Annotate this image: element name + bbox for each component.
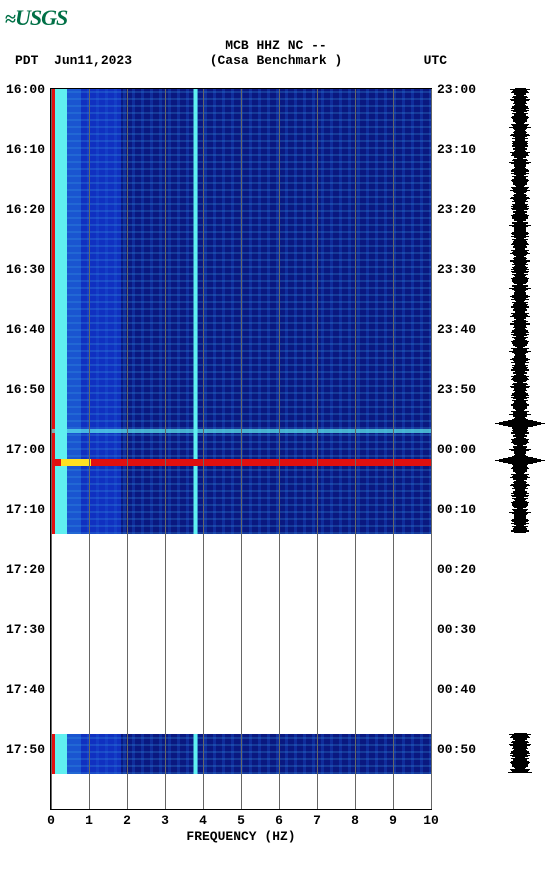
x-tick: 1 <box>85 813 93 828</box>
y-tick-right: 00:20 <box>437 562 476 577</box>
y-tick-left: 16:00 <box>6 82 45 97</box>
header-right-tz: UTC <box>424 53 447 68</box>
x-tick: 3 <box>161 813 169 828</box>
y-tick-right: 23:50 <box>437 382 476 397</box>
spectrogram-plot: 16:0016:1016:2016:3016:4016:5017:0017:10… <box>50 88 432 810</box>
logo-wave: ≈ <box>5 8 15 30</box>
waveform-trace <box>495 88 545 808</box>
y-tick-left: 17:10 <box>6 502 45 517</box>
y-tick-left: 17:30 <box>6 622 45 637</box>
x-tick: 7 <box>313 813 321 828</box>
usgs-logo: ≈USGS <box>5 5 67 31</box>
x-axis-label: FREQUENCY (HZ) <box>186 829 295 844</box>
y-tick-left: 16:30 <box>6 262 45 277</box>
x-tick: 6 <box>275 813 283 828</box>
x-tick: 4 <box>199 813 207 828</box>
x-tick: 10 <box>423 813 439 828</box>
y-tick-right: 00:40 <box>437 682 476 697</box>
y-tick-right: 23:40 <box>437 322 476 337</box>
y-tick-right: 23:00 <box>437 82 476 97</box>
x-tick: 5 <box>237 813 245 828</box>
y-tick-left: 17:20 <box>6 562 45 577</box>
y-tick-left: 17:40 <box>6 682 45 697</box>
x-tick: 8 <box>351 813 359 828</box>
header-station-channel: MCB HHZ NC -- <box>0 38 552 53</box>
y-tick-right: 00:10 <box>437 502 476 517</box>
y-tick-left: 17:00 <box>6 442 45 457</box>
header-left: PDT Jun11,2023 <box>15 53 132 68</box>
y-tick-right: 23:20 <box>437 202 476 217</box>
y-tick-right: 00:50 <box>437 742 476 757</box>
y-tick-right: 23:30 <box>437 262 476 277</box>
y-tick-left: 16:50 <box>6 382 45 397</box>
y-tick-right: 00:30 <box>437 622 476 637</box>
y-tick-right: 23:10 <box>437 142 476 157</box>
x-tick: 2 <box>123 813 131 828</box>
y-tick-left: 16:40 <box>6 322 45 337</box>
x-tick: 0 <box>47 813 55 828</box>
chart-header: MCB HHZ NC -- PDT Jun11,2023 (Casa Bench… <box>0 38 552 68</box>
x-tick: 9 <box>389 813 397 828</box>
logo-text: USGS <box>15 5 67 30</box>
y-tick-left: 16:20 <box>6 202 45 217</box>
y-tick-right: 00:00 <box>437 442 476 457</box>
y-tick-left: 16:10 <box>6 142 45 157</box>
y-tick-left: 17:50 <box>6 742 45 757</box>
